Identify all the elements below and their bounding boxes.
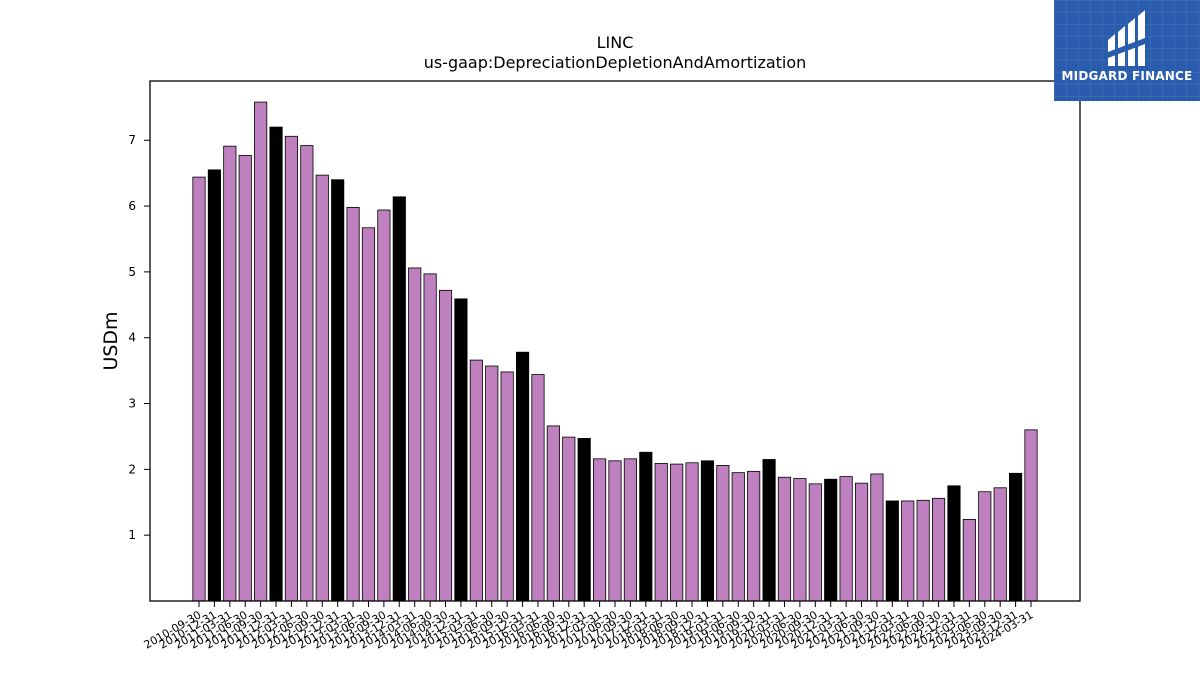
y-tick-label: 3 [128,397,136,411]
chart-subtitle: us-gaap:DepreciationDepletionAndAmortiza… [424,53,807,72]
bar-2017-12-31 [639,451,653,602]
y-tick-label: 5 [128,265,136,279]
bar-2012-09-30 [315,174,329,602]
bars-group [192,101,1038,602]
bar-2016-12-31 [577,438,591,602]
bar-2015-09-30 [500,371,514,602]
bar-2018-03-31 [654,463,668,602]
y-axis: 1 2 3 4 5 6 7 [128,133,150,542]
bar-2010-09-30 [192,176,206,602]
brand-logo: MIDGARD FINANCE [1054,0,1200,101]
bar-2020-12-31 [824,478,838,602]
bar-2023-06-30 [978,491,992,602]
y-axis-label: USDm [100,311,122,370]
bar-2015-06-30 [485,365,499,602]
bar-2022-03-31 [901,500,915,602]
bar-2024-03-31 [1024,429,1038,602]
plot-frame [149,80,1081,602]
bar-2016-03-31 [531,374,545,602]
bar-2019-06-30 [731,472,745,602]
bar-2018-09-30 [685,462,699,602]
y-tick-label: 4 [128,331,136,345]
bar-2021-03-31 [839,476,853,602]
bar-2012-12-31 [331,179,345,602]
bar-2018-06-30 [670,463,684,602]
bar-2022-06-30 [916,499,930,602]
y-tick-label: 2 [128,462,136,476]
bar-2011-09-30 [254,101,268,602]
bar-2021-09-30 [870,473,884,602]
bar-2020-09-30 [808,483,822,602]
bar-2022-12-31 [947,485,961,602]
bar-2023-03-31 [962,518,976,602]
bar-2012-06-30 [300,145,314,602]
bar-2021-06-30 [854,482,869,602]
x-axis: 2010-09-302010-12-312011-03-312011-06-30… [142,601,1036,652]
bar-2020-06-30 [793,478,807,602]
chart-title: LINC [597,33,634,52]
bar-2011-06-30 [238,154,252,602]
bar-2023-12-31 [1009,472,1023,602]
bar-2013-03-31 [346,206,360,602]
bar-2018-12-31 [700,460,715,602]
bar-2011-12-31 [269,126,283,602]
bar-2014-12-31 [454,298,468,602]
bar-2017-06-30 [608,460,622,602]
bar-2017-03-31 [593,458,607,602]
bar-2017-09-30 [623,458,637,602]
midgard-logo-icon [1108,10,1145,66]
y-tick-label: 7 [128,133,136,147]
bar-2022-09-30 [931,497,946,602]
bar-2013-06-30 [361,227,376,602]
bar-2023-09-30 [993,487,1007,602]
bar-2012-03-31 [284,135,299,602]
logo-text: MIDGARD FINANCE [1061,69,1193,83]
bar-2019-12-31 [762,459,776,602]
bar-2019-03-31 [716,465,730,602]
bar-2013-12-31 [392,196,406,602]
bar-2019-09-30 [747,470,761,602]
bar-2010-12-31 [207,169,221,602]
y-tick-label: 1 [128,528,136,542]
bar-2015-12-31 [515,351,530,602]
y-tick-label: 6 [128,199,136,213]
bar-2016-09-30 [562,436,576,602]
bar-2014-06-30 [423,273,437,602]
bar-2015-03-31 [469,359,483,602]
bar-2016-06-30 [546,425,560,602]
bar-2013-09-30 [377,209,391,602]
bar-2011-03-31 [223,145,237,602]
bar-2014-09-30 [438,289,453,602]
bar-2020-03-31 [777,476,792,602]
bar-2014-03-31 [408,267,422,602]
bar-2021-12-31 [885,500,899,602]
